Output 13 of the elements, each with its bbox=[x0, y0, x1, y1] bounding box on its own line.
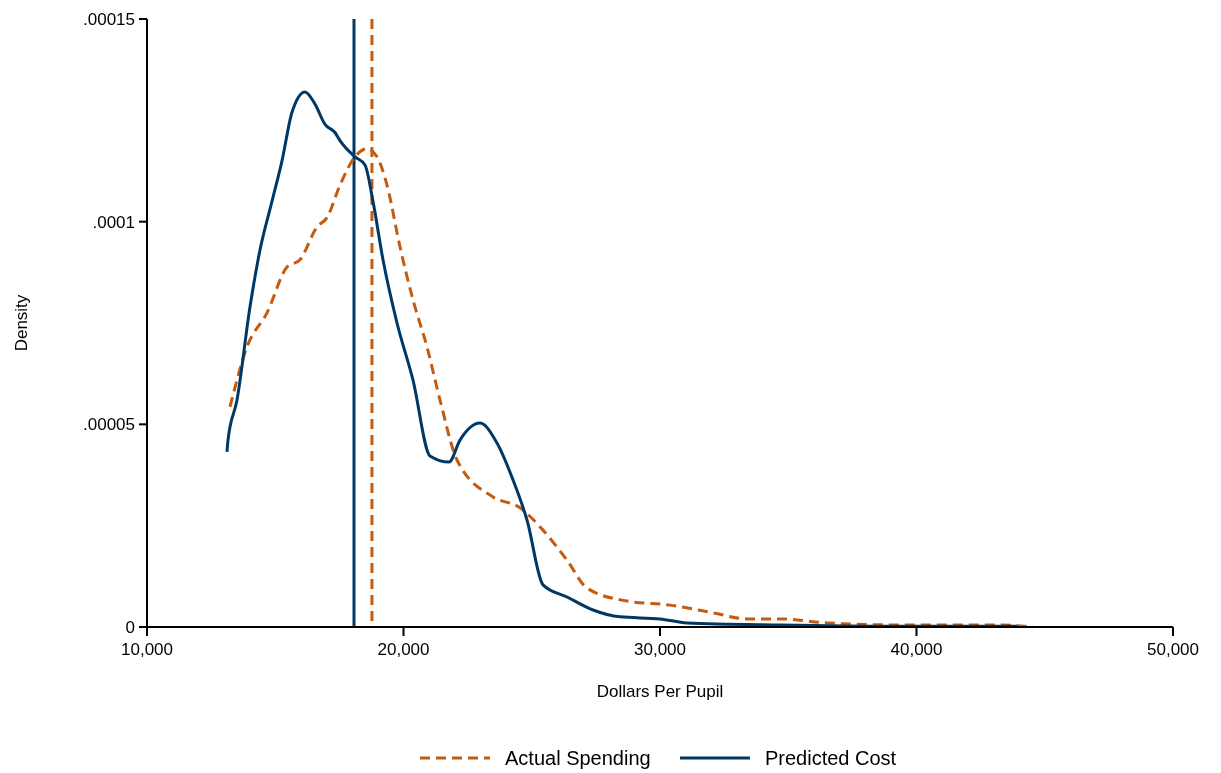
x-tick-label: 10,000 bbox=[121, 640, 173, 659]
legend-label: Actual Spending bbox=[505, 747, 651, 769]
y-tick-label: .0001 bbox=[92, 212, 135, 232]
legend-label: Predicted Cost bbox=[765, 747, 897, 769]
y-tick-label: 0 bbox=[125, 617, 135, 637]
y-tick-label: .00015 bbox=[83, 9, 135, 29]
x-tick-label: 40,000 bbox=[890, 640, 943, 659]
y-tick-label: .00005 bbox=[83, 415, 135, 435]
x-tick-label: 50,000 bbox=[1147, 640, 1199, 659]
x-tick-label: 30,000 bbox=[634, 640, 686, 659]
x-tick-label: 20,000 bbox=[377, 640, 430, 659]
y-axis-title: Density bbox=[12, 294, 31, 352]
x-axis-title: Dollars Per Pupil bbox=[596, 682, 724, 701]
